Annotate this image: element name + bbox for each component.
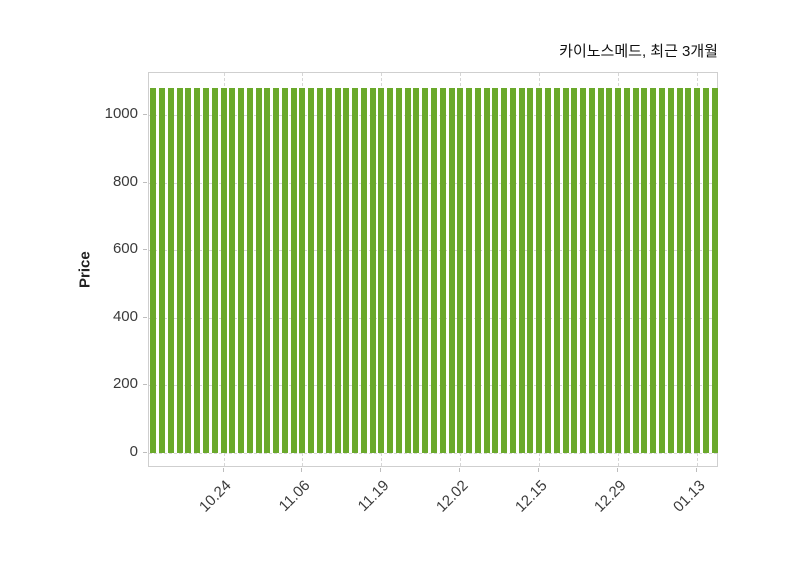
bar bbox=[571, 88, 578, 453]
x-tick-mark bbox=[696, 468, 698, 472]
bar bbox=[203, 88, 209, 453]
bar bbox=[545, 88, 551, 453]
bar bbox=[308, 88, 315, 453]
chart-title: 카이노스메드, 최근 3개월 bbox=[559, 43, 718, 60]
gridline-horizontal bbox=[149, 452, 717, 454]
x-tick-mark bbox=[301, 468, 303, 472]
bar bbox=[518, 88, 525, 453]
bar bbox=[650, 88, 657, 453]
y-tick-mark bbox=[143, 249, 147, 251]
bar bbox=[667, 88, 674, 453]
bar bbox=[615, 88, 622, 453]
bar bbox=[378, 88, 385, 453]
y-tick-mark bbox=[143, 451, 147, 453]
bar bbox=[509, 88, 516, 453]
bar bbox=[483, 88, 490, 453]
bar bbox=[694, 88, 701, 453]
bar bbox=[369, 88, 376, 453]
bar bbox=[676, 88, 683, 453]
bar bbox=[632, 88, 639, 453]
bar bbox=[334, 88, 341, 453]
bar bbox=[606, 88, 613, 453]
y-tick-mark bbox=[143, 384, 147, 386]
plot-area bbox=[148, 72, 718, 467]
bar bbox=[220, 88, 227, 453]
bar bbox=[211, 88, 218, 453]
x-tick-label: 11.06 bbox=[275, 477, 314, 515]
bar bbox=[185, 88, 192, 453]
bar bbox=[360, 88, 367, 453]
bar bbox=[343, 88, 350, 453]
bar bbox=[597, 88, 604, 453]
y-tick-label: 400 bbox=[112, 307, 138, 325]
bar bbox=[641, 88, 648, 453]
bar bbox=[466, 88, 473, 453]
bar bbox=[246, 88, 253, 453]
bar bbox=[273, 88, 280, 453]
bar bbox=[588, 88, 595, 453]
bar bbox=[229, 88, 236, 453]
bar bbox=[413, 88, 420, 453]
bar bbox=[457, 88, 464, 453]
bar bbox=[395, 88, 402, 453]
bar bbox=[325, 88, 332, 453]
bar bbox=[553, 88, 560, 453]
bar bbox=[290, 88, 297, 453]
bar bbox=[685, 88, 692, 453]
x-tick-mark bbox=[617, 468, 619, 472]
x-tick-mark bbox=[459, 468, 461, 472]
bar bbox=[580, 88, 587, 453]
y-tick-label: 200 bbox=[112, 375, 138, 393]
bar bbox=[194, 88, 201, 453]
bar bbox=[264, 88, 271, 453]
x-tick-mark bbox=[538, 468, 540, 472]
bar bbox=[439, 88, 446, 453]
y-axis-label: Price bbox=[76, 251, 94, 288]
y-tick-mark bbox=[143, 114, 147, 116]
bar bbox=[299, 88, 306, 453]
y-tick-label: 1000 bbox=[104, 105, 138, 123]
bar bbox=[352, 88, 359, 453]
y-tick-mark bbox=[143, 181, 147, 183]
bar bbox=[711, 88, 718, 453]
bar bbox=[492, 88, 499, 453]
bar bbox=[150, 88, 157, 453]
bar bbox=[623, 88, 630, 453]
bar bbox=[167, 88, 174, 453]
bar bbox=[176, 88, 183, 453]
bar bbox=[281, 88, 288, 453]
bar bbox=[474, 88, 481, 453]
y-tick-label: 0 bbox=[129, 442, 138, 460]
y-tick-label: 600 bbox=[112, 240, 138, 258]
x-tick-mark bbox=[380, 468, 382, 472]
y-tick-label: 800 bbox=[112, 172, 138, 190]
x-tick-label: 12.29 bbox=[590, 477, 630, 516]
bar bbox=[431, 88, 437, 453]
bar bbox=[659, 88, 665, 453]
bar bbox=[317, 88, 323, 453]
bar bbox=[536, 88, 543, 453]
bar bbox=[527, 88, 534, 453]
x-tick-label: 12.15 bbox=[511, 477, 551, 516]
x-tick-label: 10.24 bbox=[195, 477, 235, 516]
bar bbox=[159, 88, 166, 453]
x-tick-mark bbox=[222, 468, 224, 472]
x-tick-label: 01.13 bbox=[669, 477, 709, 516]
bar bbox=[422, 88, 429, 453]
y-tick-mark bbox=[143, 316, 147, 318]
bar bbox=[387, 88, 394, 453]
bar bbox=[238, 88, 245, 453]
x-tick-label: 11.19 bbox=[354, 477, 393, 515]
bar bbox=[255, 88, 262, 453]
bar bbox=[501, 88, 508, 453]
bar bbox=[404, 88, 411, 453]
bar bbox=[562, 88, 569, 453]
x-tick-label: 12.02 bbox=[432, 477, 472, 516]
bar bbox=[702, 88, 709, 453]
bar bbox=[448, 88, 455, 453]
